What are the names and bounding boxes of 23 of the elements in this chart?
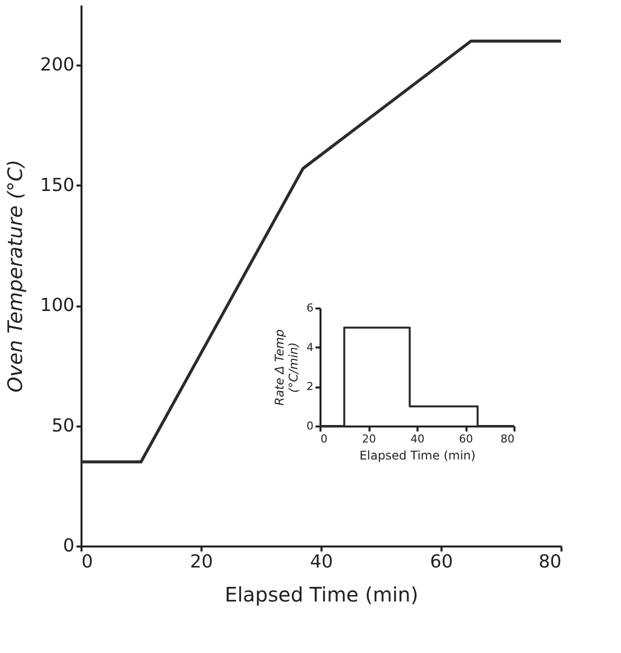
x-tick-label: 80 xyxy=(538,552,562,572)
x-tick-label: 60 xyxy=(459,432,473,446)
y-tick-label: 100 xyxy=(40,295,74,316)
y-tick-label: 4 xyxy=(306,340,314,354)
y-tick-label: 2 xyxy=(306,380,314,394)
x-tick-label: 60 xyxy=(430,552,453,572)
x-axis-title: Elapsed Time (min) xyxy=(359,448,476,462)
x-tick-label: 40 xyxy=(410,432,424,446)
x-tick-label: 40 xyxy=(310,552,333,572)
y-axis-title: Rate Δ Temp (°C/min) xyxy=(272,329,300,406)
x-axis-title: Elapsed Time (min) xyxy=(224,582,418,606)
y-tick-label: 6 xyxy=(306,302,314,314)
x-tick-label: 0 xyxy=(82,552,93,572)
x-tick-label: 20 xyxy=(190,552,213,572)
x-tick-label: 20 xyxy=(362,432,376,446)
y-tick-label: 50 xyxy=(52,415,74,436)
y-tick-label: 0 xyxy=(63,536,74,556)
y-axis-title: Oven Temperature (°C) xyxy=(3,160,28,392)
y-tick-label: 0 xyxy=(306,420,314,432)
y-tick-label: 150 xyxy=(40,174,74,196)
x-tick-label: 80 xyxy=(500,432,514,446)
y-tick-label: 200 xyxy=(40,54,74,76)
x-tick-label: 0 xyxy=(320,432,328,446)
